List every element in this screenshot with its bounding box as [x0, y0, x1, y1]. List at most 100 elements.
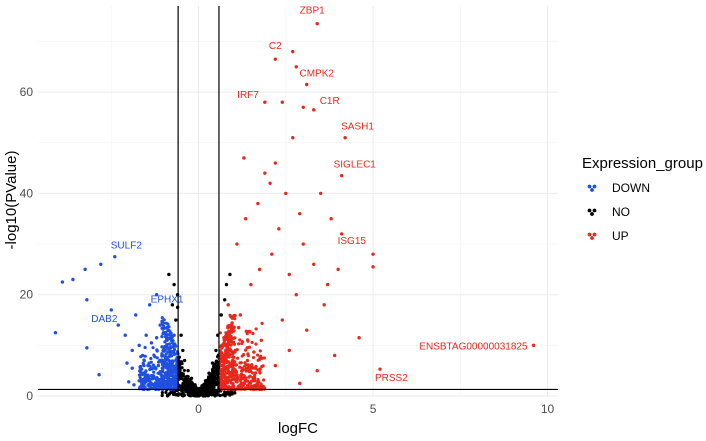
cloud-point: [168, 373, 172, 378]
point-up: [224, 333, 229, 337]
cloud-point: [219, 376, 223, 380]
cloud-point: [256, 358, 260, 362]
cloud-point: [243, 364, 247, 368]
point-up: [298, 381, 302, 386]
cloud-point: [143, 354, 147, 358]
cloud-point: [181, 394, 185, 398]
point-no: [207, 371, 211, 375]
point-no: [186, 368, 190, 373]
y-tick-label: 20: [20, 288, 34, 302]
cloud-point: [237, 342, 241, 346]
point-down: [158, 323, 162, 327]
cloud-point: [228, 370, 232, 374]
point-up: [277, 227, 281, 231]
cloud-point: [164, 390, 168, 395]
point-up: [270, 252, 274, 256]
point-up: [301, 242, 305, 246]
gene-label: SULF2: [111, 241, 143, 252]
gene-label: C1R: [320, 96, 340, 107]
cloud-point: [235, 377, 240, 381]
point-up: [223, 376, 227, 380]
point-up: [245, 358, 250, 363]
point-up: [325, 282, 330, 287]
cloud-point: [225, 360, 229, 365]
cloud-point: [238, 361, 242, 365]
gene-label: IRF7: [237, 90, 259, 101]
point-up: [312, 262, 316, 267]
legend-key-dot: [592, 232, 597, 237]
cloud-point: [253, 383, 257, 387]
point-down: [147, 303, 152, 307]
cloud-point: [235, 380, 239, 384]
cloud-point: [174, 365, 179, 369]
point-up: [238, 313, 243, 317]
point-down: [163, 371, 168, 375]
point-down: [60, 280, 65, 284]
cloud-point: [160, 335, 164, 339]
cloud-point: [167, 342, 172, 346]
point-down: [85, 346, 89, 350]
cloud-point: [250, 340, 254, 345]
point-up: [228, 374, 232, 378]
cloud-point: [219, 371, 223, 375]
cloud-point: [212, 391, 216, 395]
point-up: [249, 282, 253, 287]
cloud-point: [247, 329, 252, 333]
point-up: [235, 242, 239, 246]
point-down: [174, 373, 178, 377]
cloud-point: [230, 391, 234, 395]
cloud-point: [172, 347, 177, 352]
cloud-point: [184, 375, 188, 379]
cloud-point: [231, 352, 235, 356]
point-up: [236, 325, 241, 330]
point-down: [97, 373, 101, 377]
cloud-point: [251, 331, 255, 336]
gene-label: DAB2: [91, 314, 118, 325]
cloud-point: [162, 345, 166, 349]
cloud-point: [230, 316, 234, 320]
cloud-point: [155, 382, 159, 386]
point-down: [160, 353, 164, 358]
legend-key-down: [587, 184, 597, 192]
point-up: [287, 348, 291, 353]
point-no: [179, 333, 183, 337]
point-down: [170, 368, 175, 373]
cloud-point: [251, 355, 256, 360]
point-up: [318, 191, 323, 196]
cloud-point: [145, 376, 149, 381]
cloud-point: [262, 378, 266, 382]
cloud-point: [179, 376, 184, 381]
cloud-point: [154, 367, 158, 371]
cloud-point: [143, 345, 147, 350]
x-tick-label: 10: [541, 402, 555, 416]
cloud-point: [149, 366, 153, 370]
cloud-point: [233, 377, 237, 381]
point-no: [184, 379, 189, 383]
cloud-point: [155, 349, 159, 353]
cloud-point: [254, 327, 258, 331]
point-no: [214, 348, 218, 353]
cloud-point: [160, 345, 164, 349]
cloud-point: [211, 369, 215, 373]
cloud-point: [239, 385, 243, 389]
cloud-point: [242, 382, 247, 386]
cloud-point: [248, 381, 253, 385]
cloud-point: [165, 361, 169, 365]
cloud-point: [200, 393, 204, 397]
cloud-point: [147, 361, 151, 365]
cloud-point: [239, 369, 244, 373]
cloud-point: [215, 365, 219, 369]
point-down: [153, 384, 157, 388]
point-no: [189, 376, 194, 380]
cloud-point: [182, 381, 186, 385]
cloud-point: [256, 368, 260, 372]
cloud-point: [243, 348, 248, 352]
cloud-point: [220, 345, 224, 349]
cloud-point: [235, 373, 239, 377]
cloud-point: [244, 369, 248, 373]
point-no: [223, 298, 227, 302]
cloud-point: [172, 352, 176, 357]
point-down: [99, 262, 103, 267]
point-no: [214, 368, 218, 373]
point-up: [273, 161, 278, 165]
